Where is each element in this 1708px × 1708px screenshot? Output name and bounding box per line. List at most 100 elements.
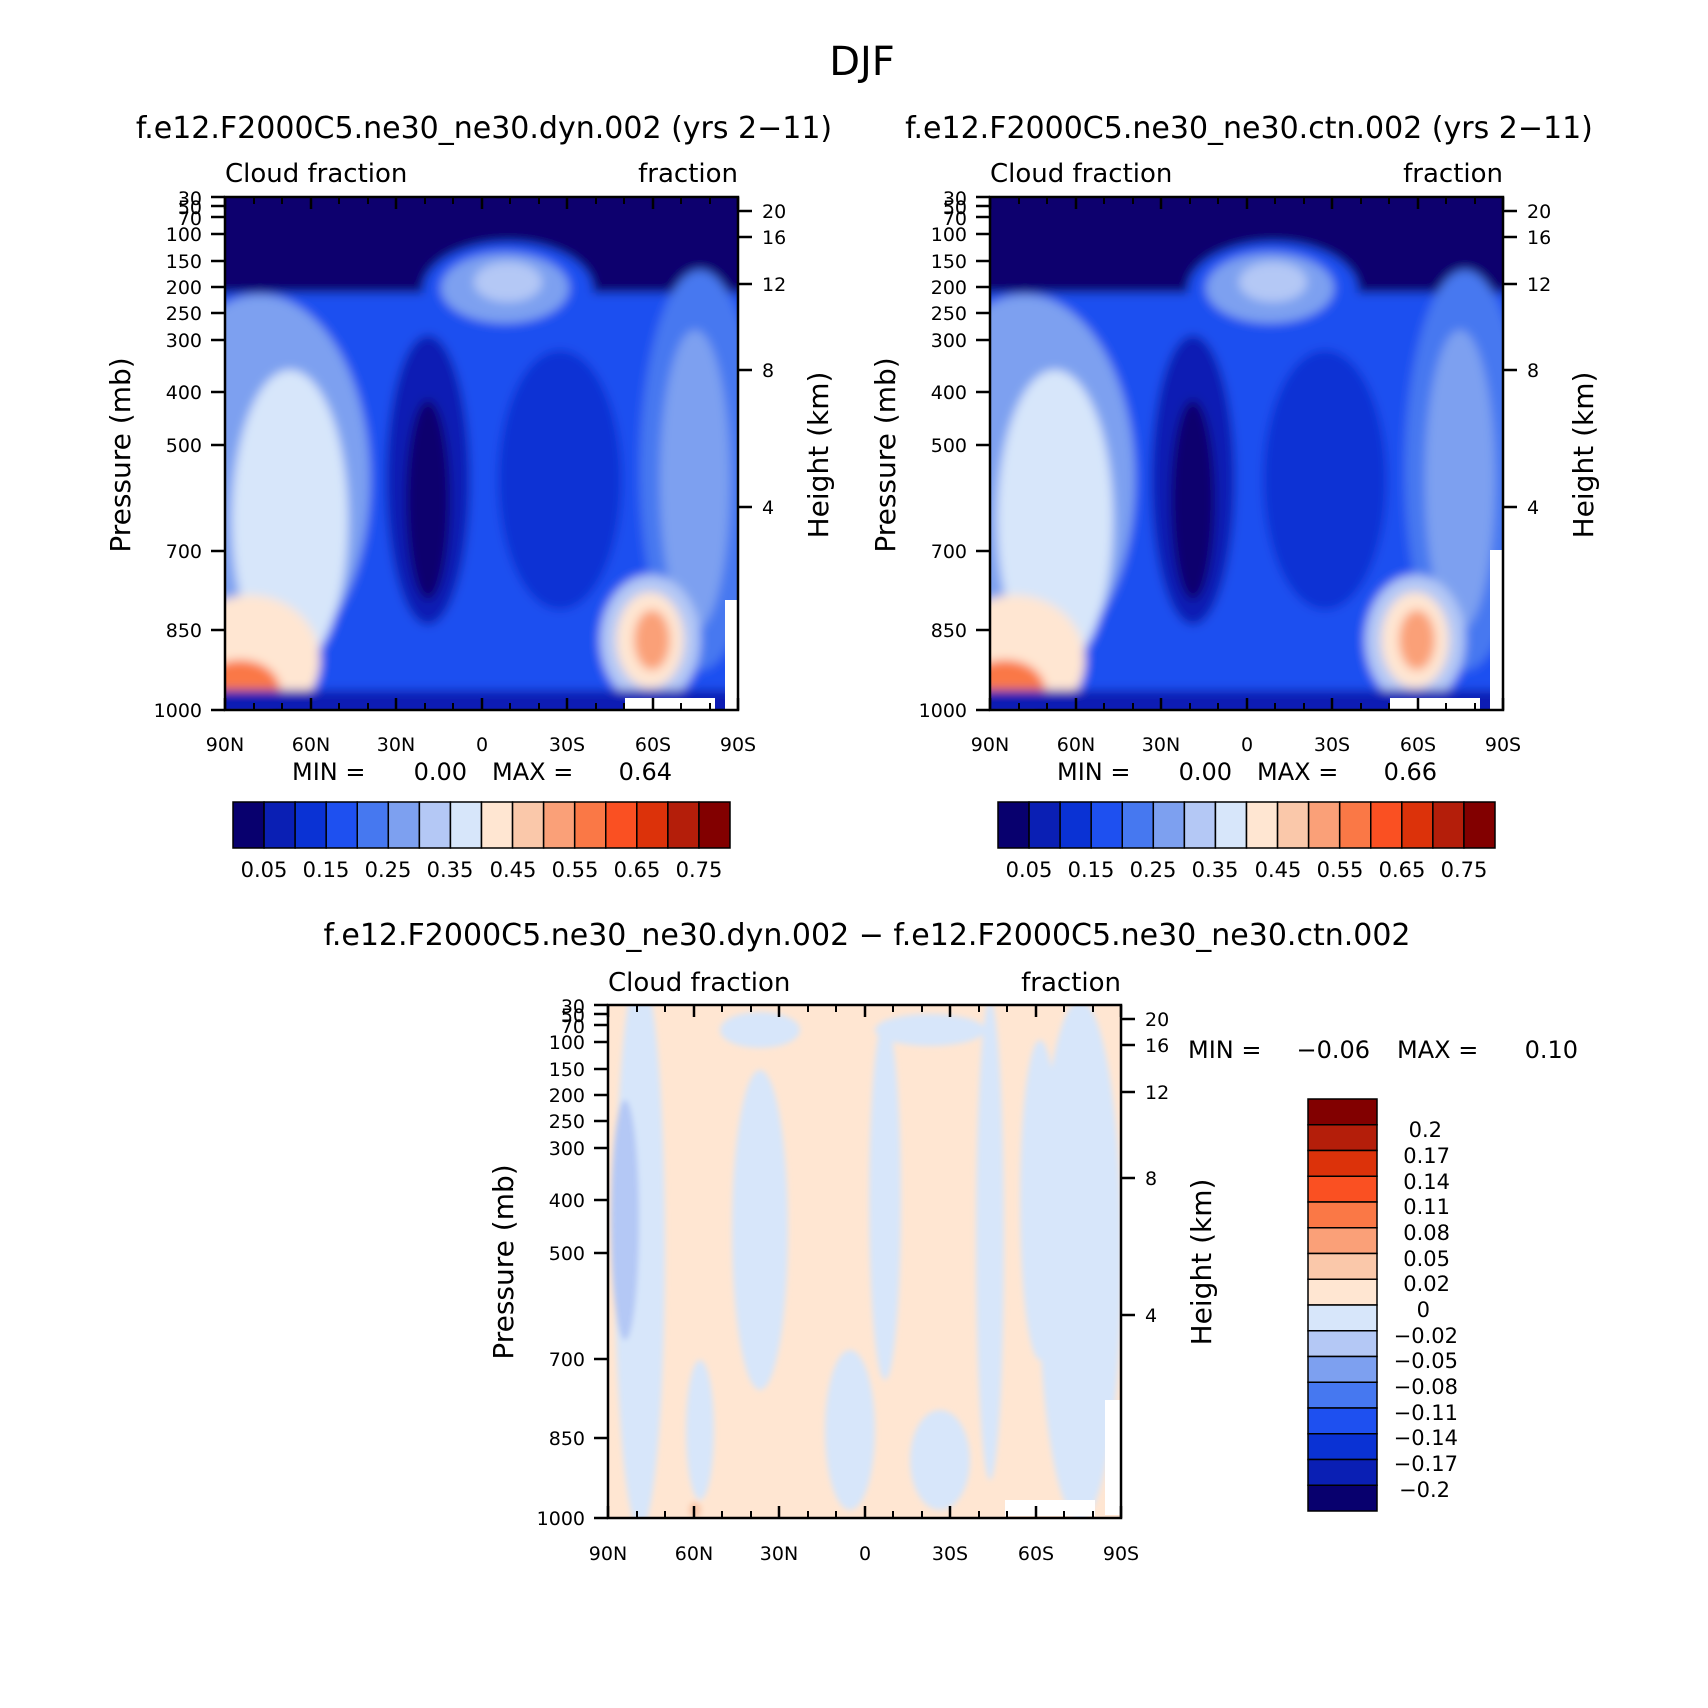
svg-text:60S: 60S xyxy=(635,734,671,756)
svg-text:30S: 30S xyxy=(932,1543,968,1565)
colorbar-swatch xyxy=(1307,1304,1378,1332)
svg-text:250: 250 xyxy=(549,1111,585,1133)
svg-text:100: 100 xyxy=(549,1032,585,1054)
colorbar-labels: 0.05 0.15 0.25 0.35 0.45 0.55 0.65 0.75 xyxy=(1006,858,1488,882)
colorbar-swatch xyxy=(1463,801,1496,849)
colorbar-swatch xyxy=(1307,1252,1378,1280)
left-label: Cloud fraction xyxy=(225,159,407,189)
max-value: 0.10 xyxy=(1525,1036,1578,1064)
min-value: −0.06 xyxy=(1296,1036,1370,1064)
svg-text:0: 0 xyxy=(1417,1298,1430,1322)
panel-ctn: f.e12.F2000C5.ne30_ne30.ctn.002 (yrs 2−1… xyxy=(869,111,1600,882)
colorbar-swatch xyxy=(1245,801,1279,849)
max-value: 0.66 xyxy=(1384,758,1437,786)
y-tick-labels: 30 50 70 100 150 200 250 300 400 500 700… xyxy=(154,188,202,722)
colorbar-swatch xyxy=(1338,801,1372,849)
y2-axis-label: Height (km) xyxy=(1185,1179,1218,1346)
panel-difference: f.e12.F2000C5.ne30_ne30.dyn.002 − f.e12.… xyxy=(323,918,1578,1565)
svg-text:4: 4 xyxy=(762,497,774,519)
colorbar-swatch xyxy=(1276,801,1310,849)
svg-text:0.11: 0.11 xyxy=(1403,1195,1450,1219)
svg-text:300: 300 xyxy=(549,1138,585,1160)
svg-text:16: 16 xyxy=(1145,1035,1169,1057)
svg-text:0.65: 0.65 xyxy=(1379,858,1426,882)
left-label: Cloud fraction xyxy=(608,968,790,998)
right-label: fraction xyxy=(1021,968,1121,998)
max-label: MAX = xyxy=(1257,758,1338,786)
svg-text:0.05: 0.05 xyxy=(1403,1247,1450,1271)
x-tick-labels: 90N 60N 30N 0 30S 60S 90S xyxy=(971,734,1521,756)
colorbar-swatch xyxy=(1401,801,1434,849)
svg-text:12: 12 xyxy=(1145,1082,1169,1104)
colorbar-swatch xyxy=(232,801,265,849)
svg-text:400: 400 xyxy=(549,1190,585,1212)
svg-text:8: 8 xyxy=(762,360,774,382)
svg-text:90S: 90S xyxy=(720,734,756,756)
colorbar-swatch xyxy=(1183,801,1217,849)
svg-text:1000: 1000 xyxy=(154,700,202,722)
colorbar-swatch xyxy=(1307,1484,1378,1512)
colorbar-swatch xyxy=(1307,1124,1378,1152)
contour-field xyxy=(608,1005,1121,1518)
svg-text:60S: 60S xyxy=(1018,1543,1054,1565)
svg-text:8: 8 xyxy=(1527,360,1539,382)
max-label: MAX = xyxy=(1397,1036,1478,1064)
svg-text:60S: 60S xyxy=(1400,734,1436,756)
svg-text:700: 700 xyxy=(166,541,202,563)
y2-axis-label: Height (km) xyxy=(1567,372,1600,539)
svg-text:16: 16 xyxy=(1527,227,1551,249)
colorbar-swatch xyxy=(263,801,296,849)
colorbar-swatch xyxy=(997,801,1030,849)
svg-text:70: 70 xyxy=(943,208,967,230)
y-tick-labels: 30 50 70 100 150 200 250 300 400 500 700… xyxy=(919,188,967,722)
right-label: fraction xyxy=(638,159,738,189)
left-label: Cloud fraction xyxy=(990,159,1172,189)
svg-text:250: 250 xyxy=(931,303,967,325)
svg-text:30: 30 xyxy=(178,188,202,210)
svg-text:500: 500 xyxy=(931,435,967,457)
axis-frame xyxy=(976,195,1517,712)
colorbar-swatch xyxy=(667,801,700,849)
svg-text:90N: 90N xyxy=(206,734,244,756)
right-label: fraction xyxy=(1403,159,1503,189)
svg-text:30S: 30S xyxy=(1314,734,1350,756)
svg-text:250: 250 xyxy=(166,303,202,325)
svg-text:0.55: 0.55 xyxy=(1317,858,1364,882)
svg-text:0.45: 0.45 xyxy=(1255,858,1302,882)
svg-text:30N: 30N xyxy=(1142,734,1180,756)
colorbar-swatch xyxy=(1090,801,1123,849)
colorbar-swatch xyxy=(1307,1278,1378,1306)
height-tick-labels: 20 16 12 8 4 xyxy=(1145,1009,1169,1327)
svg-text:50: 50 xyxy=(178,197,202,219)
colorbar-swatch xyxy=(1307,1227,1378,1255)
svg-text:1000: 1000 xyxy=(537,1508,585,1530)
colorbar-swatch xyxy=(698,801,731,849)
svg-text:0.35: 0.35 xyxy=(1192,858,1239,882)
colorbar-swatch xyxy=(294,801,327,849)
svg-text:0.65: 0.65 xyxy=(614,858,661,882)
svg-text:700: 700 xyxy=(931,541,967,563)
colorbar-swatch xyxy=(356,801,390,849)
svg-text:300: 300 xyxy=(931,330,967,352)
svg-text:400: 400 xyxy=(166,382,202,404)
svg-text:16: 16 xyxy=(762,227,786,249)
svg-text:0.08: 0.08 xyxy=(1403,1221,1450,1245)
svg-text:0.25: 0.25 xyxy=(1130,858,1177,882)
svg-text:150: 150 xyxy=(549,1059,585,1081)
y-axis-label: Pressure (mb) xyxy=(869,357,902,552)
svg-text:1000: 1000 xyxy=(919,700,967,722)
svg-text:90S: 90S xyxy=(1103,1543,1139,1565)
svg-text:30: 30 xyxy=(943,188,967,210)
colorbar-swatch xyxy=(605,801,638,849)
colorbar-swatch xyxy=(1307,1149,1378,1177)
colorbar-labels: 0.2 0.17 0.14 0.11 0.08 0.05 0.02 0 −0.0… xyxy=(1394,1118,1458,1502)
colorbar xyxy=(232,801,731,849)
colorbar-swatch xyxy=(387,801,421,849)
colorbar-swatch xyxy=(511,801,545,849)
max-value: 0.64 xyxy=(619,758,672,786)
svg-text:200: 200 xyxy=(166,277,202,299)
svg-text:−0.05: −0.05 xyxy=(1394,1349,1458,1373)
colorbar-swatch xyxy=(1307,1330,1378,1358)
svg-text:−0.02: −0.02 xyxy=(1394,1324,1458,1348)
colorbar-swatch xyxy=(1214,801,1248,849)
